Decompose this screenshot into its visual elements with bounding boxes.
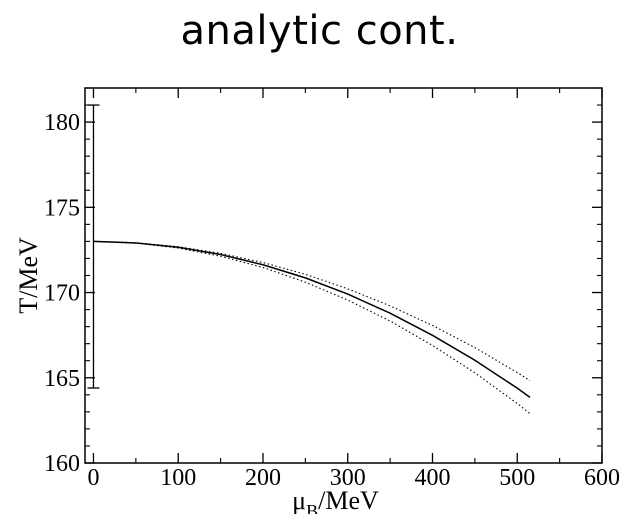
y-axis-label: T/MeV [14, 237, 43, 314]
x-tick-label: 600 [584, 465, 620, 491]
x-tick-label: 100 [160, 465, 196, 491]
series-layer [93, 240, 531, 415]
x-tick-label: 500 [499, 465, 535, 491]
y-tick-label: 160 [44, 451, 80, 477]
y-tick-label: 165 [44, 366, 80, 392]
y-tick-label: 175 [44, 195, 80, 221]
plot-frame [84, 87, 603, 464]
x-tick-label: 0 [87, 465, 99, 491]
x-axis-label-unit: /MeV [318, 486, 379, 514]
x-tick-label: 200 [245, 465, 281, 491]
y-tick-label: 170 [44, 281, 80, 307]
error-bar-layer [87, 104, 100, 389]
ticks-layer [85, 87, 603, 464]
x-axis-label: μB/MeV [292, 486, 379, 514]
series-line-dotted-1 [93, 240, 531, 382]
x-tick-label: 400 [414, 465, 450, 491]
x-tick-label: 300 [330, 465, 366, 491]
labels-layer: 0 100 200 300 400 500 600 160 165 170 175 180 μB/MeV… [14, 110, 620, 514]
chart-title: analytic cont. [180, 8, 459, 54]
y-tick-label: 180 [44, 110, 80, 136]
series-line-dotted-2 [93, 240, 531, 415]
x-axis-label-main: μ [292, 486, 306, 514]
x-axis-label-sub: B [306, 501, 318, 514]
series-line-solid [93, 240, 531, 398]
